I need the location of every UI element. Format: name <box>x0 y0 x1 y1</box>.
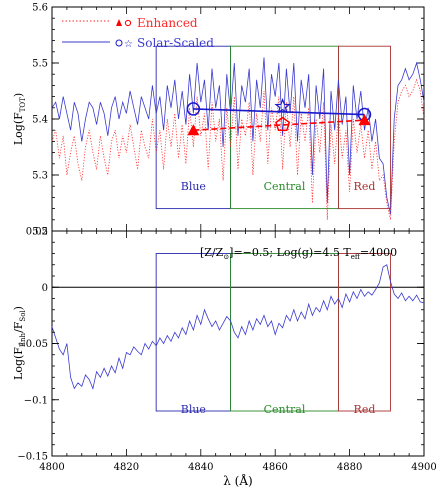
legend-circle-marker-red <box>124 19 132 27</box>
window-label-red: Red <box>354 403 376 416</box>
window-label-central: Central <box>264 403 306 416</box>
window-label-blue: Blue <box>181 403 206 416</box>
legend-label-solar: Solar-Scaled <box>137 36 214 50</box>
window-box-central <box>230 253 339 412</box>
window-box-blue <box>155 253 232 412</box>
y-tick-label: −0.05 <box>17 339 48 350</box>
top-panel: Blue Central Red 5.3 5.4 5.5 5.6 5.2 Enhanced … <box>12 3 425 238</box>
y-tick-label: 5.6 <box>32 3 48 14</box>
marker-pentagon <box>275 116 291 132</box>
y-tick-label: 5.4 <box>32 115 48 126</box>
x-tick-label: 4840 <box>188 462 213 473</box>
x-tick-label: 4800 <box>39 462 64 473</box>
top-window-boxes: Blue Central Red <box>155 45 391 210</box>
y-tick-label: −0.15 <box>17 452 48 463</box>
top-window-markers <box>186 98 372 136</box>
bottom-window-boxes: Blue Central Red <box>155 253 391 416</box>
series-line-solar-scaled <box>51 57 425 215</box>
x-tick-label: 4880 <box>337 462 362 473</box>
window-label-red: Red <box>354 180 376 193</box>
bottom-y-axis-label: Log(FEnh/FSol) <box>12 306 27 380</box>
legend-circle-marker-blue <box>115 39 123 47</box>
legend: Enhanced ☆ Solar-Scaled <box>62 16 214 50</box>
y-tick-label: 5.3 <box>32 171 48 182</box>
window-box-red <box>337 253 391 412</box>
top-y-axis-label: Log(FTOT) <box>12 93 27 145</box>
legend-triangle-marker <box>116 19 122 26</box>
marker-triangle <box>358 114 371 126</box>
parameter-annotation: [Z/Z⊙]=−0.5; Log(g)=4.5 Teff=4000 <box>200 246 397 261</box>
y-tick-label: 5.5 <box>32 59 48 70</box>
x-tick-label: 4860 <box>262 462 287 473</box>
legend-star-marker: ☆ <box>124 39 133 50</box>
bottom-y-ticks: −0.15 −0.1 −0.05 0 0.05 <box>17 227 424 463</box>
marker-star <box>274 98 291 114</box>
bottom-x-ticks: 4800 4820 4840 4860 4880 4900 <box>39 231 436 473</box>
window-label-central: Central <box>264 180 306 193</box>
series-line-ratio <box>51 264 425 390</box>
x-axis-label: λ (Å) <box>223 473 252 488</box>
top-y-ticks: 5.3 5.4 5.5 5.6 5.2 <box>32 3 424 238</box>
legend-label-enhanced: Enhanced <box>137 16 198 30</box>
enhanced-window-connector <box>193 119 365 131</box>
window-label-blue: Blue <box>181 180 206 193</box>
series-line-enhanced <box>51 78 425 220</box>
y-tick-label: 0 <box>42 283 48 294</box>
y-tick-label: 0.05 <box>26 227 48 238</box>
window-box-red <box>337 45 391 210</box>
y-tick-label: −0.1 <box>24 395 48 406</box>
ratio-line <box>51 264 425 390</box>
x-tick-label: 4900 <box>411 462 436 473</box>
top-spectra-lines <box>51 57 425 220</box>
x-tick-label: 4820 <box>114 462 139 473</box>
bottom-panel-frame <box>51 230 425 457</box>
y-tick-label-5-2: 5.2 <box>32 227 48 238</box>
marker-triangle <box>187 124 200 136</box>
marker-circle <box>186 102 201 116</box>
